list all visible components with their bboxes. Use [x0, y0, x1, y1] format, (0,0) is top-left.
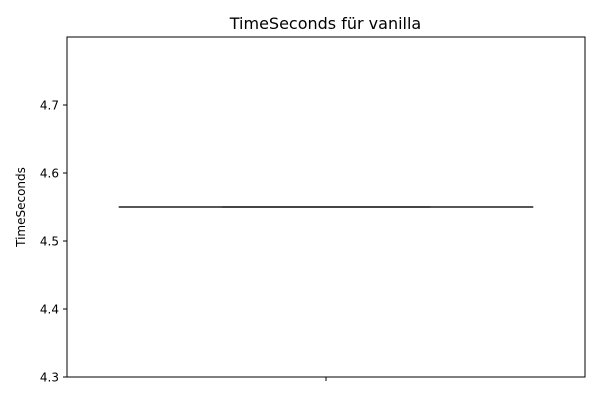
y-tick-label: 4.7 [40, 99, 59, 113]
chart-title: TimeSeconds für vanilla [229, 14, 421, 33]
y-tick-label: 4.6 [40, 167, 59, 181]
y-tick-label: 4.4 [40, 303, 59, 317]
y-axis-label: TimeSeconds [14, 167, 28, 248]
y-tick-label: 4.5 [40, 235, 59, 249]
y-tick-label: 4.3 [40, 371, 59, 385]
plot-area: 4.3 4.4 4.5 4.6 4.7 [40, 36, 586, 385]
